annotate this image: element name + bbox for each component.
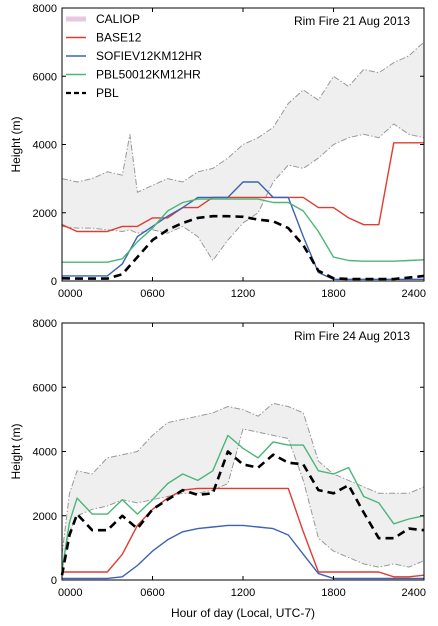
y-axis-label: Height (m)	[9, 423, 23, 479]
legend-label-base12: BASE12	[96, 31, 142, 45]
y-tick-label: 2000	[33, 208, 57, 220]
series-layer	[60, 434, 425, 580]
panel-rim-fire-21-aug: 0 2000 4000 6000 8000 0000 0600 1200 1800 2400 Ri…	[9, 3, 426, 300]
series-line-pbl	[60, 450, 425, 576]
y-tick-label: 0	[51, 575, 57, 587]
caliop-upper-line	[61, 402, 425, 555]
x-tick-label: 0600	[140, 288, 164, 300]
x-tick-label: 1200	[231, 587, 255, 599]
series-line-base12	[61, 142, 424, 233]
caliop-band	[61, 41, 425, 262]
legend-label-sofiev12km12hr: SOFIEV12KM12HR	[96, 49, 202, 63]
x-tick-label: 1200	[231, 288, 255, 300]
y-tick-label: 0	[51, 276, 57, 288]
x-tick-label: 0000	[58, 288, 82, 300]
axis-ticks: 0 2000 4000 6000 8000 0000 0600 1200 1800 2400	[33, 3, 426, 300]
legend-label-caliop: CALIOP	[96, 12, 140, 26]
chart-title: Rim Fire 24 Aug 2013	[294, 329, 410, 343]
y-tick-label: 8000	[33, 318, 57, 330]
caliop-band	[61, 402, 425, 571]
x-tick-label: 1800	[321, 288, 345, 300]
caliop-band-fill	[62, 42, 424, 261]
legend: CALIOP BASE12 SOFIEV12KM12HR PBL50012KM12HR…	[66, 12, 202, 100]
series-line-pbl50012km12hr	[62, 198, 425, 263]
y-tick-label: 2000	[33, 511, 57, 523]
panel-rim-fire-24-aug: 0 2000 4000 6000 8000 0000 0600 1200 1800 2400 Ri…	[9, 318, 426, 599]
y-axis-label: Height (m)	[9, 116, 23, 172]
legend-label-pbl50012km12hr: PBL50012KM12HR	[96, 68, 201, 82]
chart-title: Rim Fire 21 Aug 2013	[294, 14, 410, 28]
series-layer	[61, 142, 425, 281]
y-tick-label: 8000	[33, 3, 57, 15]
series-line-pbl	[61, 214, 425, 281]
y-tick-label: 6000	[33, 71, 57, 83]
x-tick-label: 2400	[402, 587, 426, 599]
legend-label-pbl: PBL	[96, 86, 119, 100]
caliop-lower-line	[61, 123, 425, 262]
x-tick-label: 1800	[321, 587, 345, 599]
series-line-pbl50012km12hr	[61, 434, 425, 571]
y-tick-label: 6000	[33, 382, 57, 394]
caliop-upper-line	[61, 41, 425, 194]
x-axis-label: Hour of day (Local, UTC-7)	[171, 606, 315, 620]
series-line-sofiev12km12hr	[62, 181, 424, 280]
axis-ticks: 0 2000 4000 6000 8000 0000 0600 1200 1800 2400	[33, 318, 426, 599]
caliop-band-fill	[62, 403, 424, 571]
series-line-base12	[62, 487, 425, 578]
x-tick-label: 0000	[58, 587, 82, 599]
series-line-sofiev12km12hr	[62, 524, 424, 580]
x-tick-label: 0600	[140, 587, 164, 599]
x-tick-label: 2400	[402, 288, 426, 300]
y-tick-label: 4000	[33, 140, 57, 152]
y-tick-label: 4000	[33, 447, 57, 459]
caliop-lower-line	[61, 428, 425, 571]
